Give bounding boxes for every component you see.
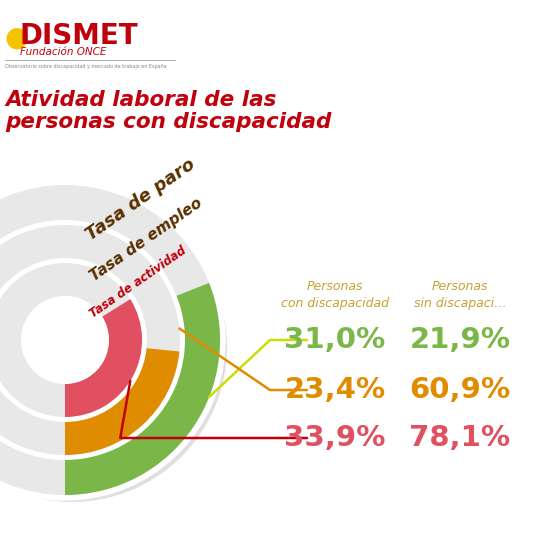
- Wedge shape: [65, 283, 220, 495]
- Text: 23,4%: 23,4%: [284, 376, 386, 404]
- Text: Personas
sin discapaci…: Personas sin discapaci…: [414, 280, 506, 310]
- Text: ●: ●: [5, 24, 29, 52]
- Text: 78,1%: 78,1%: [409, 424, 511, 452]
- Text: 60,9%: 60,9%: [409, 376, 511, 404]
- Wedge shape: [0, 225, 180, 455]
- Wedge shape: [65, 348, 179, 455]
- Wedge shape: [65, 299, 142, 417]
- Text: 31,0%: 31,0%: [284, 326, 386, 354]
- Text: DISMET: DISMET: [20, 22, 139, 50]
- Wedge shape: [0, 185, 220, 495]
- Text: Tasa de paro: Tasa de paro: [83, 156, 199, 244]
- Text: Tasa de empleo: Tasa de empleo: [87, 195, 205, 284]
- Text: Atividad laboral de las: Atividad laboral de las: [5, 90, 277, 110]
- Text: Fundación ONCE: Fundación ONCE: [20, 47, 106, 57]
- Text: 33,9%: 33,9%: [284, 424, 386, 452]
- Text: Observatorio sobre discapacidad y mercado de trabajo en España: Observatorio sobre discapacidad y mercad…: [5, 63, 167, 68]
- Circle shape: [0, 180, 225, 500]
- Wedge shape: [0, 263, 142, 417]
- Text: Tasa de actividad: Tasa de actividad: [87, 244, 189, 320]
- Text: Personas
con discapacidad: Personas con discapacidad: [281, 280, 389, 310]
- Text: personas con discapacidad: personas con discapacidad: [5, 112, 332, 132]
- Wedge shape: [0, 232, 187, 462]
- Wedge shape: [0, 192, 227, 502]
- Circle shape: [22, 297, 108, 383]
- Text: 21,9%: 21,9%: [409, 326, 511, 354]
- Wedge shape: [0, 270, 149, 424]
